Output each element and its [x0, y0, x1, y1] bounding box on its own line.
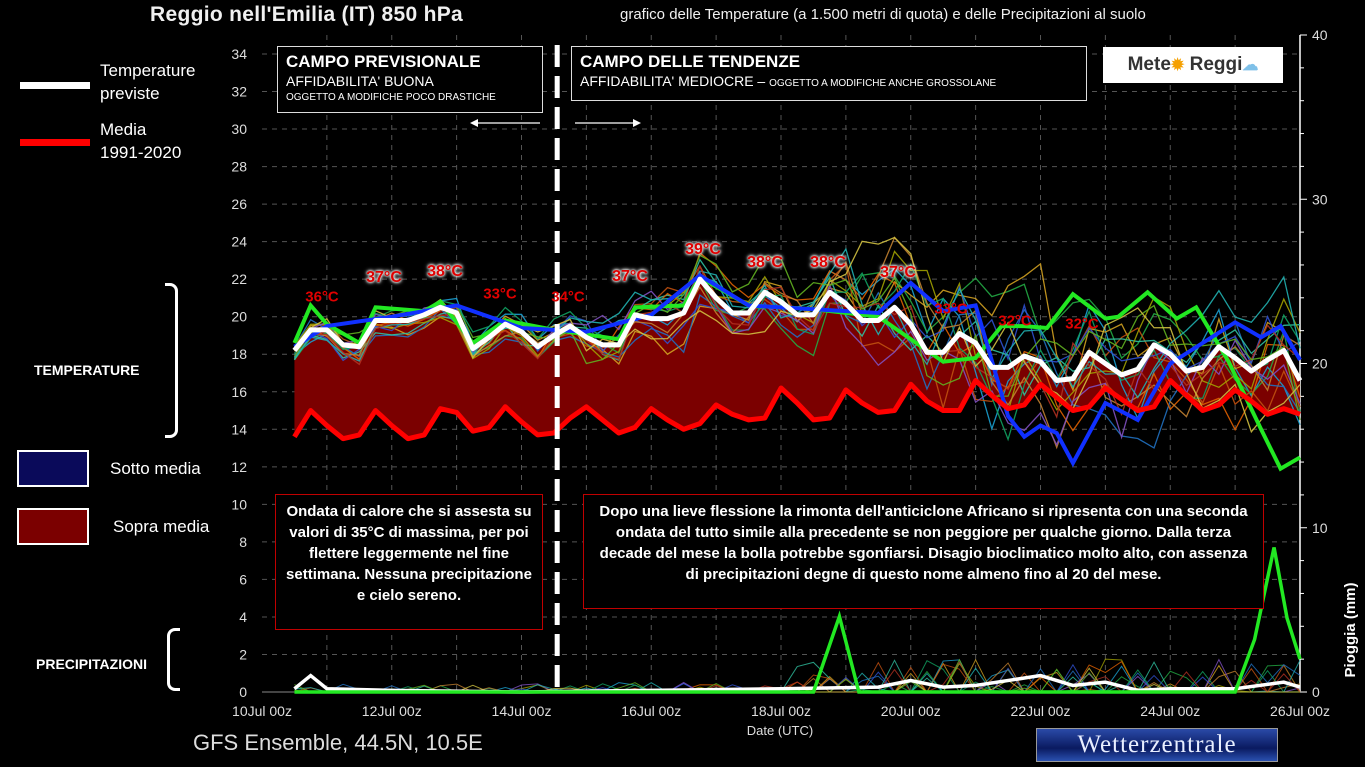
forecast-field-box: CAMPO PREVISIONALE AFFIDABILITA' BUONA O… — [277, 46, 543, 113]
forecast-field-reliability: AFFIDABILITA' BUONA — [286, 73, 434, 89]
x-tick-label: 10Jul 00z — [232, 703, 292, 719]
forecast-legend-label: Temperature previste — [100, 59, 195, 105]
x-tick-label: 16Jul 00z — [621, 703, 681, 719]
logo-text-left: Mete — [1127, 54, 1171, 75]
above-mean-swatch — [17, 508, 89, 545]
forecast-field-note: OGGETTO A MODIFICHE POCO DRASTICHE — [286, 92, 496, 103]
y2-axis-title: Pioggia (mm) — [1342, 582, 1359, 677]
y-tick-label: 32 — [231, 84, 247, 100]
mean-legend-swatch — [20, 139, 90, 146]
max-temp-label: 34°C — [551, 288, 585, 306]
temperature-bracket — [165, 283, 178, 438]
max-temp-label: 37°C — [880, 264, 916, 281]
x-tick-label: 20Jul 00z — [881, 703, 941, 719]
y-tick-label: 26 — [231, 196, 247, 212]
precip-line — [294, 547, 1302, 694]
legend-text: previste — [100, 84, 160, 103]
above-mean-label: Sopra media — [113, 517, 210, 536]
temperature-section-label: TEMPERATURE — [34, 362, 140, 378]
max-temp-label: 38°C — [747, 254, 783, 271]
x-tick-label: 22Jul 00z — [1011, 703, 1071, 719]
y2-tick-label: 0 — [1312, 684, 1320, 700]
x-tick-label: 24Jul 00z — [1140, 703, 1200, 719]
meteo-reggio-logo: Mete ✹ Reggi ☁ — [1103, 47, 1283, 83]
separator-dash: – — [753, 73, 770, 89]
precipitation-section-label: PRECIPITAZIONI — [36, 656, 147, 672]
cloud-sun-icon: ☁ — [1242, 57, 1259, 74]
y-tick-label: 14 — [231, 421, 247, 437]
legend-text: 1991-2020 — [100, 143, 182, 162]
max-temp-label: 33°C — [934, 300, 968, 318]
y-tick-label: 28 — [231, 159, 247, 175]
y2-tick-label: 40 — [1312, 27, 1328, 43]
y2-tick-label: 10 — [1312, 520, 1328, 536]
precipitation-bracket — [167, 628, 180, 691]
y-tick-label: 12 — [231, 459, 247, 475]
ensemble-member-line — [293, 263, 1301, 442]
sun-icon: ✹ — [1170, 57, 1185, 74]
y-tick-label: 34 — [231, 46, 247, 62]
y-tick-label: 30 — [231, 121, 247, 137]
wetterzentrale-logo: Wetterzentrale — [1036, 728, 1278, 762]
y2-tick-label: 20 — [1312, 356, 1328, 372]
logo-text-right: Reggi — [1189, 54, 1243, 75]
trend-field-reliability: AFFIDABILITA' MEDIOCRE — [580, 73, 754, 89]
trend-note: Dopo una lieve flessione la rimonta dell… — [583, 494, 1264, 609]
legend-text: Temperature — [100, 61, 196, 80]
x-tick-label: 18Jul 00z — [751, 703, 811, 719]
y-tick-label: 0 — [239, 684, 247, 700]
highlight-member-line-operational-blue — [293, 272, 1302, 468]
ensemble-member-line — [293, 254, 1301, 421]
x-axis-title: Date (UTC) — [747, 723, 813, 738]
y-tick-label: 24 — [231, 234, 247, 250]
y-tick-label: 6 — [239, 571, 247, 587]
x-tick-label: 26Jul 00z — [1270, 703, 1330, 719]
y-tick-label: 20 — [231, 309, 247, 325]
max-temp-label: 32°C — [998, 312, 1032, 330]
trend-field-note: OGGETTO A MODIFICHE ANCHE GROSSOLANE — [769, 78, 997, 89]
y-tick-label: 8 — [239, 534, 247, 550]
trend-field-box: CAMPO DELLE TENDENZE AFFIDABILITA' MEDIO… — [571, 46, 1087, 101]
trend-field-title: CAMPO DELLE TENDENZE — [580, 52, 801, 71]
forecast-field-title: CAMPO PREVISIONALE — [286, 52, 481, 71]
y-tick-label: 10 — [231, 496, 247, 512]
max-temp-label: 37°C — [612, 268, 648, 285]
chart-subtitle: grafico delle Temperature (a 1.500 metri… — [620, 6, 1146, 23]
forecast-note: Ondata di calore che si assesta su valor… — [275, 494, 543, 630]
x-tick-label: 12Jul 00z — [362, 703, 422, 719]
y2-tick-label: 30 — [1312, 191, 1328, 207]
below-mean-label: Sotto media — [110, 459, 201, 478]
y-tick-label: 18 — [231, 346, 247, 362]
y-tick-label: 2 — [239, 646, 247, 662]
above-mean-area — [294, 279, 1300, 439]
left-arrow-head-icon — [470, 119, 478, 127]
right-arrow-head-icon — [633, 119, 641, 127]
chart-title: Reggio nell'Emilia (IT) 850 hPa — [150, 3, 464, 26]
forecast-legend-swatch — [20, 82, 90, 89]
precip-line — [293, 673, 1301, 694]
y-tick-label: 16 — [231, 384, 247, 400]
max-temp-label: 39°C — [685, 241, 721, 258]
max-temp-label: 36°C — [305, 288, 339, 306]
x-tick-label: 14Jul 00z — [492, 703, 552, 719]
max-temp-label: 38°C — [810, 254, 846, 271]
forecast-temperature-line — [292, 276, 1303, 384]
max-temp-label: 38°C — [427, 263, 463, 280]
below-mean-swatch — [17, 450, 89, 487]
y-tick-label: 22 — [231, 271, 247, 287]
model-info: GFS Ensemble, 44.5N, 10.5E — [193, 730, 483, 755]
max-temp-label: 37°C — [366, 269, 402, 286]
max-temp-label: 33°C — [483, 285, 517, 303]
mean-temperature-line — [292, 378, 1301, 442]
legend-text: Media — [100, 120, 147, 139]
y-tick-label: 4 — [239, 609, 247, 625]
mean-legend-label: Media 1991-2020 — [100, 118, 181, 164]
max-temp-label: 32°C — [1065, 315, 1099, 333]
